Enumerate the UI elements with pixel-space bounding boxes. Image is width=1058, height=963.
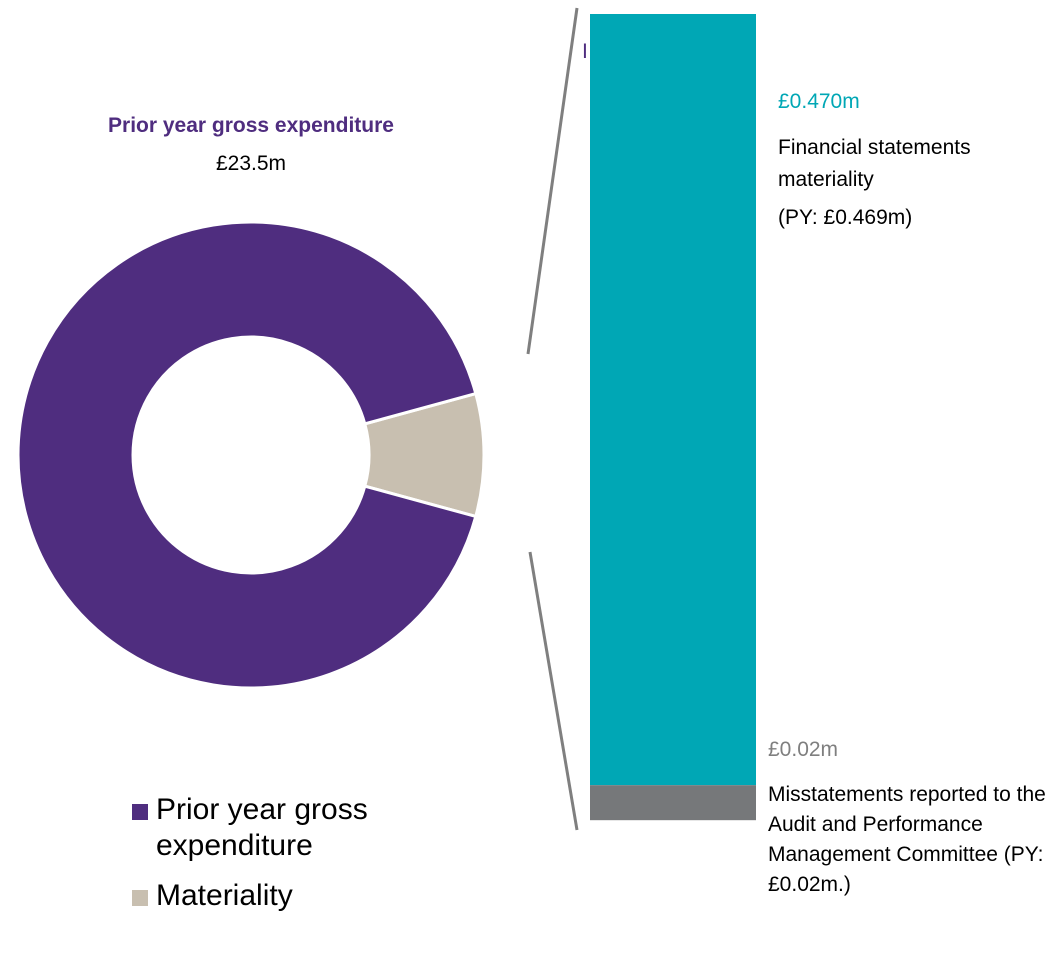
donut-title: Prior year gross expenditure xyxy=(108,114,394,137)
connector-line-bottom xyxy=(528,551,579,831)
fs-materiality-label: Financial statements materiality xyxy=(778,136,971,191)
stray-label: I xyxy=(582,40,588,63)
bar-segment-fs-materiality xyxy=(590,14,756,786)
legend: Prior year gross expenditure Materiality xyxy=(128,792,456,914)
legend-item-materiality: Materiality xyxy=(128,878,456,914)
legend-label-expenditure: Prior year gross expenditure xyxy=(156,793,368,862)
fs-materiality-value: £0.470m xyxy=(778,90,860,113)
legend-item-expenditure: Prior year gross expenditure xyxy=(128,792,456,864)
donut-chart xyxy=(16,220,486,690)
legend-swatch-expenditure xyxy=(132,804,148,820)
connector-lines xyxy=(526,7,579,831)
fs-materiality-prior-year: (PY: £0.469m) xyxy=(778,206,913,229)
legend-label-materiality: Materiality xyxy=(156,879,293,912)
bar-segment-misstatements xyxy=(590,785,756,821)
misstatement-label: Misstatements reported to the Audit and … xyxy=(768,783,1046,896)
donut-subtitle: £23.5m xyxy=(215,152,287,175)
connector-line-top xyxy=(526,7,579,355)
legend-swatch-materiality xyxy=(132,890,148,906)
donut-slice-expenditure xyxy=(16,220,478,690)
misstatement-value: £0.02m xyxy=(768,738,839,761)
stacked-bar-chart xyxy=(590,14,756,821)
